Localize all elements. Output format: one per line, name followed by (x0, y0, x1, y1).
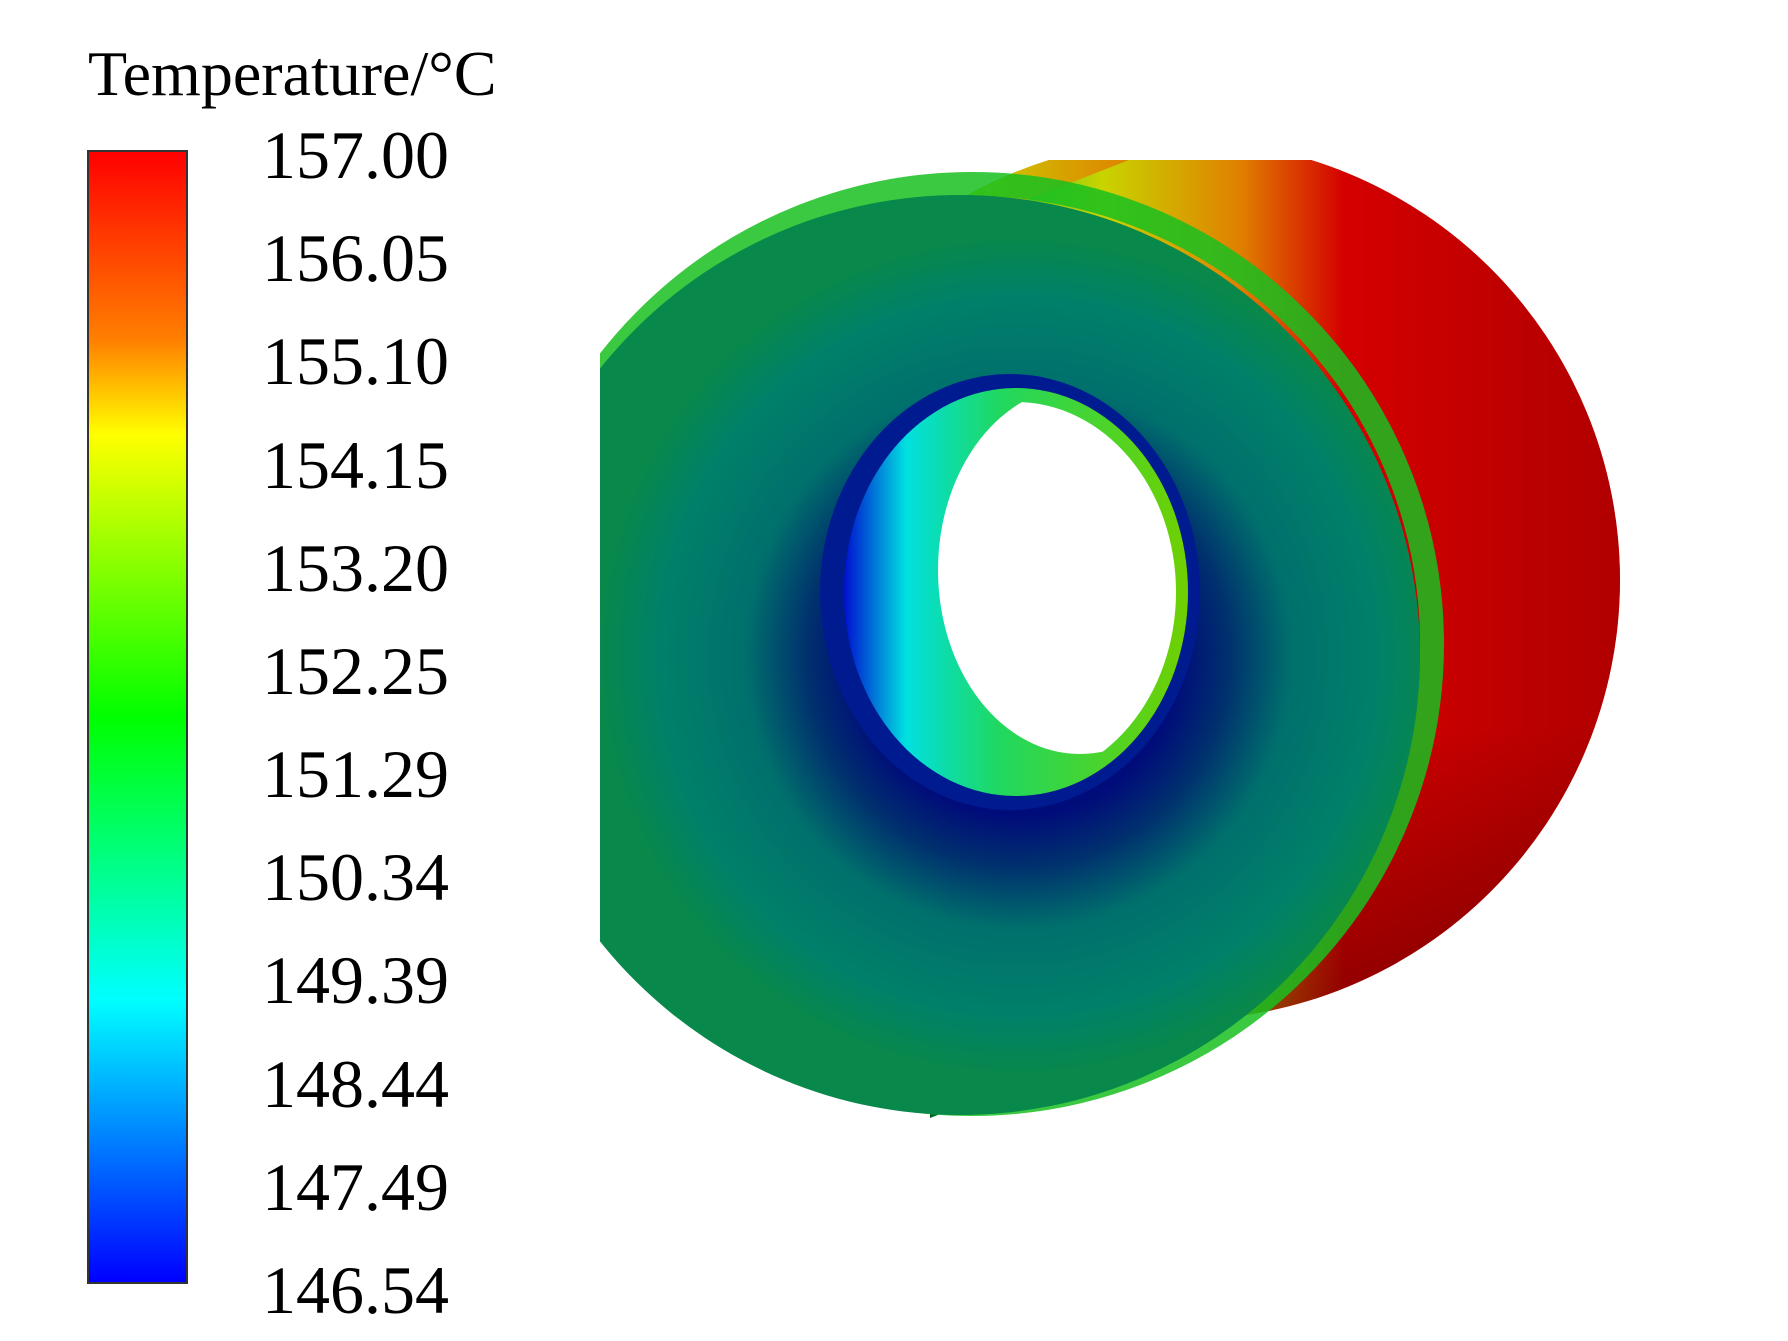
colorbar-tick-label: 147.49 (262, 1148, 449, 1225)
colorbar-tick-label: 157.00 (262, 117, 449, 193)
colorbar-tick-label: 153.20 (262, 529, 449, 606)
colorbar-tick-label: 146.54 (262, 1252, 449, 1328)
legend-title: Temperature/°C (88, 38, 497, 109)
colorbar-tick-label: 155.10 (262, 323, 449, 400)
colorbar-tick-label: 148.44 (262, 1045, 449, 1122)
colorbar-tick-label: 151.29 (262, 736, 449, 813)
colorbar-tick-label: 152.25 (262, 632, 449, 709)
colorbar-tick-label: 149.39 (262, 942, 449, 1019)
colorbar-tick-labels: 157.00 156.05 155.10 154.15 153.20 152.25 151.… (262, 0, 502, 1341)
colorbar-tick-label: 154.15 (262, 426, 449, 503)
colorbar-tick-label: 150.34 (262, 839, 449, 916)
colorbar-tick-label: 156.05 (262, 220, 449, 297)
tire-temperature-model (600, 160, 1620, 1118)
temperature-colorbar (87, 150, 188, 1284)
